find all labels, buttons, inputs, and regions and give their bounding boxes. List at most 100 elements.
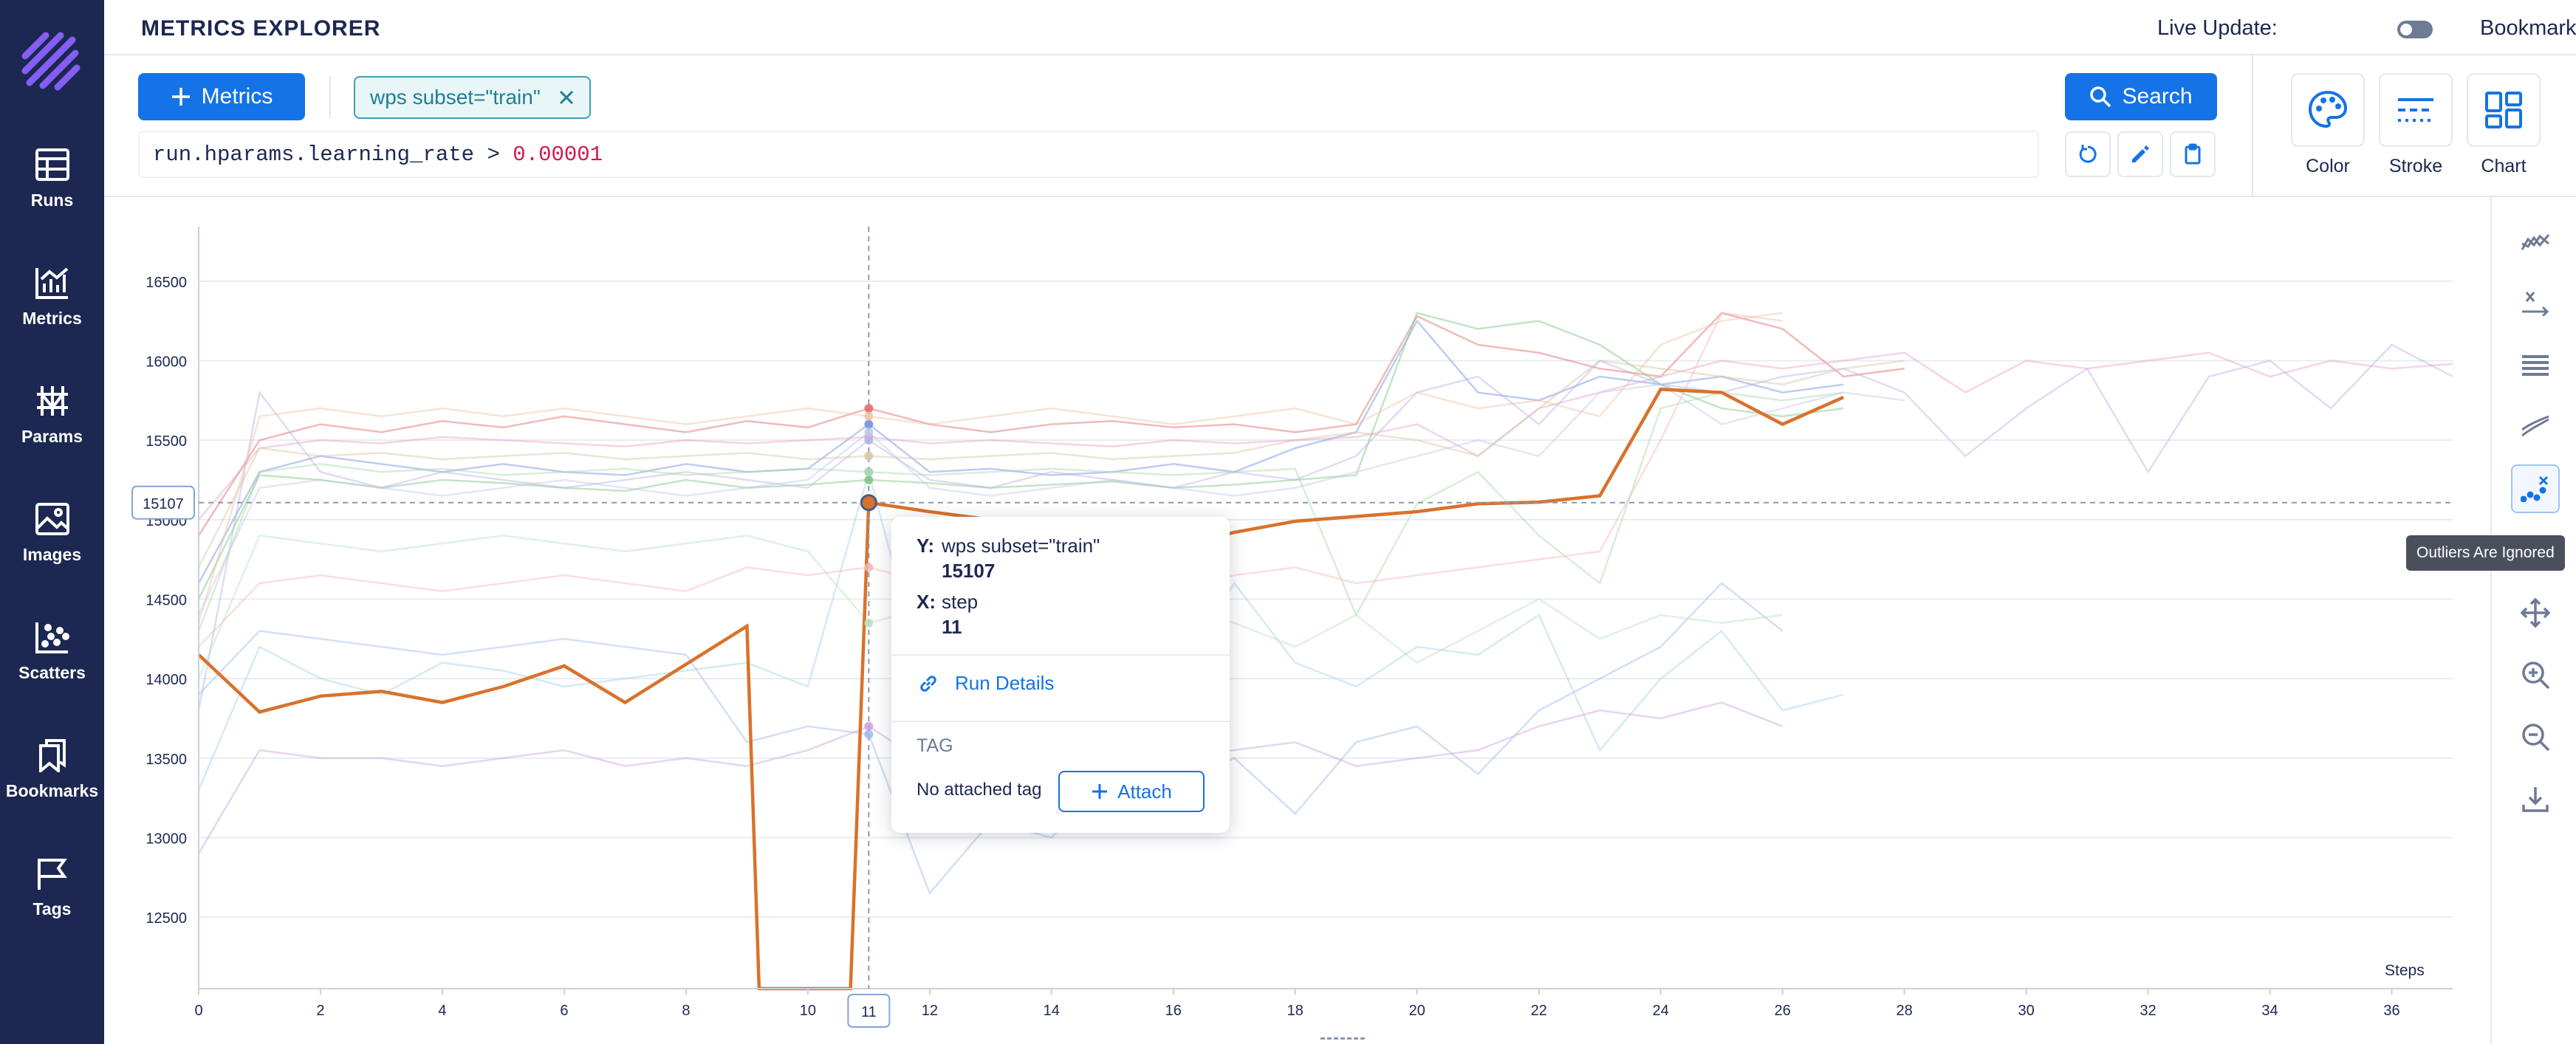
pan-button[interactable] xyxy=(2511,588,2560,637)
series-line xyxy=(197,312,1844,600)
app-logo-icon[interactable] xyxy=(19,30,83,93)
x-tick-label: 20 xyxy=(1409,1003,1425,1019)
series-line xyxy=(197,319,1844,584)
chart-control-label: Chart xyxy=(2481,156,2527,176)
tooltip-x-value: 11 xyxy=(942,616,962,638)
chart-control[interactable]: Chart xyxy=(2467,73,2541,177)
zoom-out-button[interactable] xyxy=(2511,712,2560,761)
metrics-chart[interactable]: 12500 13000 13500 14000 14500 15000 15500 16000… xyxy=(104,197,2490,1044)
x-tick-label: 12 xyxy=(922,1003,938,1019)
sidebar-item-label: Runs xyxy=(30,190,74,210)
cursor-layer: 15107 11 xyxy=(131,227,2453,1028)
sidebar-item-runs[interactable]: Runs xyxy=(0,130,104,233)
zoom-out-icon xyxy=(2522,724,2550,752)
aggregate-icon xyxy=(2521,234,2550,250)
sidebar-item-label: Images xyxy=(22,545,82,564)
y-tick-label: 13000 xyxy=(145,831,187,847)
series-line xyxy=(197,360,1905,568)
reset-query-button[interactable] xyxy=(2065,131,2111,177)
query-value: 0.00001 xyxy=(513,142,603,167)
plus-icon xyxy=(1092,784,1108,799)
palette-icon xyxy=(2308,90,2348,128)
smoothing-icon xyxy=(2521,415,2549,437)
x-tick-label: 4 xyxy=(438,1003,446,1019)
query-expression: run.hparams.learning_rate > xyxy=(153,142,500,167)
series-line xyxy=(197,312,1783,624)
sidebar-item-tags[interactable]: Tags xyxy=(0,839,104,942)
y-cursor-label: 15107 xyxy=(143,496,184,512)
x-tick-label: 32 xyxy=(2140,1003,2156,1019)
series-point xyxy=(864,563,874,572)
sidebar-item-scatters[interactable]: Scatters xyxy=(0,602,104,706)
series-line xyxy=(197,312,1905,537)
download-button[interactable] xyxy=(2511,775,2560,823)
chart-canvas[interactable]: 1250013000135001400014500150001550016000… xyxy=(104,197,2490,1044)
scatter-icon xyxy=(35,622,69,653)
lines-icon xyxy=(2522,355,2549,376)
query-input[interactable]: run.hparams.learning_rate > 0.00001 xyxy=(138,131,2039,178)
outliers-tooltip: Outliers Are Ignored xyxy=(2406,535,2565,571)
series-point xyxy=(864,721,874,731)
plus-icon xyxy=(171,88,190,106)
series-point xyxy=(864,411,874,421)
series-point xyxy=(864,404,874,413)
move-icon xyxy=(2521,598,2550,628)
y-tick-label: 14500 xyxy=(145,592,187,608)
x-tick-label: 22 xyxy=(1531,1003,1547,1019)
axes-scale-button[interactable] xyxy=(2511,278,2560,327)
metric-chip-label: wps subset="train" xyxy=(370,86,541,109)
series-point xyxy=(864,436,874,445)
tooltip-x-key: X: xyxy=(917,591,936,613)
x-tick-label: 24 xyxy=(1653,1003,1669,1019)
series-point xyxy=(864,419,874,429)
reset-icon xyxy=(2079,145,2097,163)
y-tick-label: 13500 xyxy=(145,752,187,768)
bookmarks-icon xyxy=(38,739,66,772)
tooltip-y-metric: wps subset="train" xyxy=(942,535,1100,557)
live-update-label: Live Update: xyxy=(2157,16,2278,40)
edit-query-button[interactable] xyxy=(2117,131,2163,177)
zoom-in-button[interactable] xyxy=(2511,650,2560,699)
x-tick-label: 10 xyxy=(800,1003,816,1019)
x-tick-label: 34 xyxy=(2261,1003,2278,1019)
aggregate-button[interactable] xyxy=(2511,218,2560,267)
divider xyxy=(329,76,331,119)
zoom-in-icon xyxy=(2522,662,2550,690)
search-button[interactable]: Search xyxy=(2065,73,2217,120)
series-point xyxy=(864,475,874,484)
smoothing-button[interactable] xyxy=(2511,402,2560,451)
run-details-link[interactable]: Run Details xyxy=(918,672,1054,695)
series-point xyxy=(864,451,874,461)
x-tick-label: 28 xyxy=(1896,1003,1912,1019)
divider xyxy=(891,654,1230,656)
resize-handle[interactable] xyxy=(1320,1037,1365,1044)
tooltip-y-key: Y: xyxy=(917,535,935,557)
copy-query-button[interactable] xyxy=(2170,131,2216,177)
stroke-control[interactable]: Stroke xyxy=(2379,73,2453,177)
close-icon[interactable] xyxy=(558,89,575,106)
ignore-outliers-button[interactable] xyxy=(2511,464,2560,513)
sidebar-item-metrics[interactable]: Metrics xyxy=(0,248,104,351)
live-update-toggle[interactable] xyxy=(2397,21,2433,38)
legend-button[interactable] xyxy=(2511,340,2560,389)
sidebar-item-images[interactable]: Images xyxy=(0,484,104,588)
y-tick-label: 14000 xyxy=(145,672,187,688)
outliers-icon xyxy=(2521,475,2549,502)
attach-tag-button[interactable]: Attach xyxy=(1058,771,1205,812)
x-tick-label: 26 xyxy=(1775,1003,1791,1019)
sidebar-item-bookmarks[interactable]: Bookmarks xyxy=(0,721,104,824)
x-tick-label: 18 xyxy=(1287,1003,1304,1019)
add-metrics-button[interactable]: Metrics xyxy=(138,73,305,120)
chart-controls: Color Stroke Chart xyxy=(2252,55,2576,197)
bookmark-button[interactable]: Bookmark xyxy=(2480,16,2576,40)
sidebar-item-params[interactable]: Params xyxy=(0,366,104,470)
series-point xyxy=(864,729,874,739)
x-axis-label: Steps xyxy=(2385,962,2425,979)
x-tick-label: 14 xyxy=(1044,1003,1060,1019)
tag-section-title: TAG xyxy=(917,735,953,756)
color-control[interactable]: Color xyxy=(2291,73,2365,177)
search-icon xyxy=(2090,86,2111,108)
metric-chip[interactable]: wps subset="train" xyxy=(354,76,591,119)
download-icon xyxy=(2522,787,2549,812)
x-cursor-label: 11 xyxy=(861,1004,877,1020)
